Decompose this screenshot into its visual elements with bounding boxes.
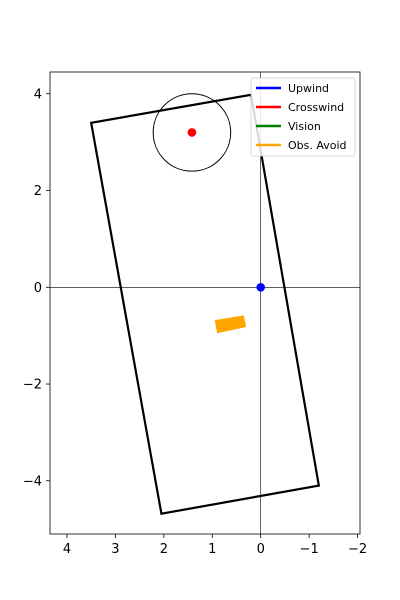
legend-label-1: Crosswind — [288, 101, 344, 114]
x-tick-label-0: 4 — [63, 542, 71, 557]
x-tick-label-1: 3 — [111, 542, 119, 557]
boundary-polygon — [91, 95, 319, 514]
legend-label-3: Obs. Avoid — [288, 139, 347, 152]
legend-label-2: Vision — [288, 120, 321, 133]
y-tick-label-3: −2 — [23, 378, 42, 393]
legend: Upwind Crosswind Vision Obs. Avoid — [251, 78, 355, 156]
data-point-1 — [256, 283, 265, 292]
x-tick-label-6: −2 — [348, 542, 367, 557]
obstacle-marker — [215, 315, 246, 333]
y-tick-label-2: 0 — [34, 281, 42, 296]
data-point-0 — [188, 128, 197, 137]
x-tick-label-2: 2 — [160, 542, 168, 557]
y-tick-label-1: 2 — [34, 184, 42, 199]
x-tick-label-4: 0 — [257, 542, 265, 557]
y-tick-label-0: 4 — [34, 87, 42, 102]
y-tick-label-4: −4 — [23, 474, 42, 489]
legend-label-0: Upwind — [288, 82, 329, 95]
x-tick-label-3: 1 — [208, 542, 216, 557]
x-tick-label-5: −1 — [300, 542, 319, 557]
